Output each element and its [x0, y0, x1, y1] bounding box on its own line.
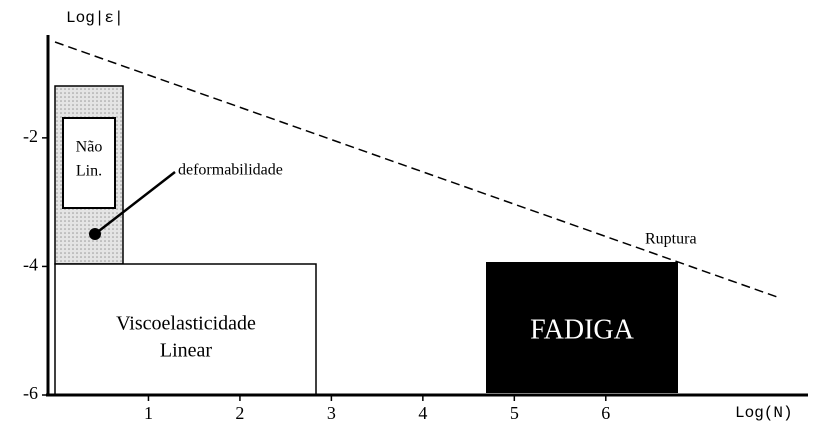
fatigue-region: [486, 262, 678, 393]
nonlinear-box: [62, 117, 116, 209]
x-tick-label: 2: [235, 403, 244, 423]
x-tick-label: 6: [601, 403, 610, 423]
y-tick-label: -6: [23, 383, 38, 403]
deformability-label: deformabilidade: [178, 162, 283, 179]
rupture-label: Ruptura: [645, 231, 697, 248]
nonlinear-label: Lin.: [76, 163, 102, 180]
fatigue-label: FADIGA: [530, 314, 634, 345]
linear-label: Linear: [160, 340, 213, 362]
deformability-pointer: [94, 171, 176, 235]
x-tick-label: 4: [418, 403, 427, 423]
linear-label: Viscoelasticidade: [116, 313, 256, 335]
linear-region: [54, 263, 317, 396]
x-tick-label: 5: [510, 403, 519, 423]
x-tick-label: 3: [327, 403, 336, 423]
rupture-line: [54, 41, 781, 299]
x-tick-label: 1: [144, 403, 153, 423]
x-axis-label: Log(N): [735, 404, 793, 422]
y-tick-label: -4: [23, 255, 38, 275]
nonlinear-label: Não: [76, 139, 103, 156]
y-axis-label: Log|ε|: [66, 9, 124, 27]
y-tick-label: -2: [23, 126, 38, 146]
